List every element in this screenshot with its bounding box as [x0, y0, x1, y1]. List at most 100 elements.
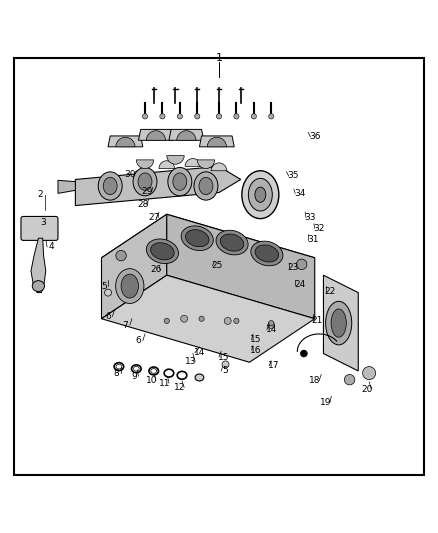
Polygon shape — [102, 275, 315, 362]
Ellipse shape — [98, 172, 122, 200]
Text: 6: 6 — [136, 336, 141, 345]
Circle shape — [300, 350, 307, 357]
Text: 4: 4 — [49, 243, 54, 252]
Circle shape — [224, 318, 231, 325]
Polygon shape — [31, 238, 46, 293]
Circle shape — [234, 114, 239, 119]
Polygon shape — [323, 275, 358, 371]
Text: 9: 9 — [131, 372, 137, 381]
Text: 10: 10 — [146, 376, 157, 385]
Circle shape — [164, 318, 170, 324]
Circle shape — [177, 114, 183, 119]
Circle shape — [194, 114, 200, 119]
Ellipse shape — [185, 230, 209, 247]
Ellipse shape — [255, 245, 279, 262]
Circle shape — [234, 318, 239, 324]
Wedge shape — [167, 156, 184, 164]
Circle shape — [181, 315, 187, 322]
Ellipse shape — [199, 177, 213, 195]
Text: 33: 33 — [305, 213, 316, 222]
Text: 28: 28 — [137, 200, 148, 209]
Ellipse shape — [151, 243, 174, 260]
Wedge shape — [116, 137, 135, 147]
Text: 29: 29 — [141, 187, 153, 196]
Text: 5: 5 — [101, 281, 106, 290]
Circle shape — [268, 322, 275, 329]
Wedge shape — [177, 131, 196, 140]
Ellipse shape — [121, 274, 138, 298]
Text: 24: 24 — [294, 280, 305, 289]
Ellipse shape — [242, 171, 279, 219]
Text: 35: 35 — [287, 172, 299, 181]
Text: 17: 17 — [268, 361, 279, 370]
Text: 5: 5 — [223, 367, 228, 375]
Text: 14: 14 — [265, 325, 277, 334]
Polygon shape — [167, 214, 315, 319]
Ellipse shape — [194, 172, 218, 200]
Ellipse shape — [103, 177, 117, 195]
Ellipse shape — [181, 226, 213, 251]
Text: 30: 30 — [124, 169, 135, 179]
Circle shape — [160, 114, 165, 119]
Circle shape — [116, 251, 126, 261]
Circle shape — [268, 320, 274, 326]
Circle shape — [199, 316, 204, 321]
Ellipse shape — [138, 173, 152, 190]
Ellipse shape — [168, 167, 192, 196]
Text: 23: 23 — [287, 263, 299, 272]
FancyBboxPatch shape — [21, 216, 58, 240]
Circle shape — [142, 114, 148, 119]
Polygon shape — [138, 130, 173, 140]
Polygon shape — [58, 180, 75, 193]
Polygon shape — [102, 214, 167, 319]
Text: 34: 34 — [294, 189, 305, 198]
Polygon shape — [75, 166, 241, 206]
Text: 8: 8 — [114, 369, 120, 377]
Circle shape — [363, 367, 376, 379]
Text: 19: 19 — [320, 398, 332, 407]
Text: 15: 15 — [218, 352, 229, 361]
Text: 21: 21 — [311, 317, 323, 326]
Text: 12: 12 — [174, 383, 186, 392]
Ellipse shape — [255, 187, 266, 203]
Ellipse shape — [32, 281, 45, 292]
Text: 32: 32 — [314, 224, 325, 233]
Wedge shape — [159, 161, 175, 168]
Polygon shape — [102, 214, 315, 301]
Text: 18: 18 — [309, 376, 321, 385]
Ellipse shape — [220, 234, 244, 251]
Polygon shape — [169, 130, 204, 140]
Ellipse shape — [146, 239, 179, 264]
Ellipse shape — [325, 301, 352, 345]
Text: 22: 22 — [325, 287, 336, 296]
Circle shape — [222, 361, 229, 368]
Wedge shape — [185, 158, 201, 166]
Wedge shape — [136, 160, 154, 168]
Polygon shape — [199, 136, 234, 147]
Wedge shape — [197, 160, 215, 168]
Text: 16: 16 — [250, 345, 262, 354]
Text: 3: 3 — [40, 219, 46, 228]
Wedge shape — [211, 163, 227, 171]
Ellipse shape — [133, 167, 157, 196]
Circle shape — [251, 114, 256, 119]
Text: 6: 6 — [105, 312, 111, 321]
Ellipse shape — [173, 173, 187, 190]
Wedge shape — [146, 131, 166, 140]
Text: 25: 25 — [211, 261, 223, 270]
Ellipse shape — [251, 241, 283, 266]
Polygon shape — [108, 136, 143, 147]
Text: 27: 27 — [148, 213, 159, 222]
Wedge shape — [207, 137, 226, 147]
Ellipse shape — [331, 309, 346, 337]
Circle shape — [268, 114, 274, 119]
Circle shape — [344, 375, 355, 385]
Text: 13: 13 — [185, 357, 197, 366]
Circle shape — [297, 259, 307, 270]
Ellipse shape — [216, 230, 248, 255]
Text: 11: 11 — [159, 378, 170, 387]
Text: 15: 15 — [250, 335, 262, 344]
Text: 26: 26 — [150, 265, 162, 274]
Text: 2: 2 — [38, 190, 43, 199]
Text: 1: 1 — [215, 53, 223, 63]
